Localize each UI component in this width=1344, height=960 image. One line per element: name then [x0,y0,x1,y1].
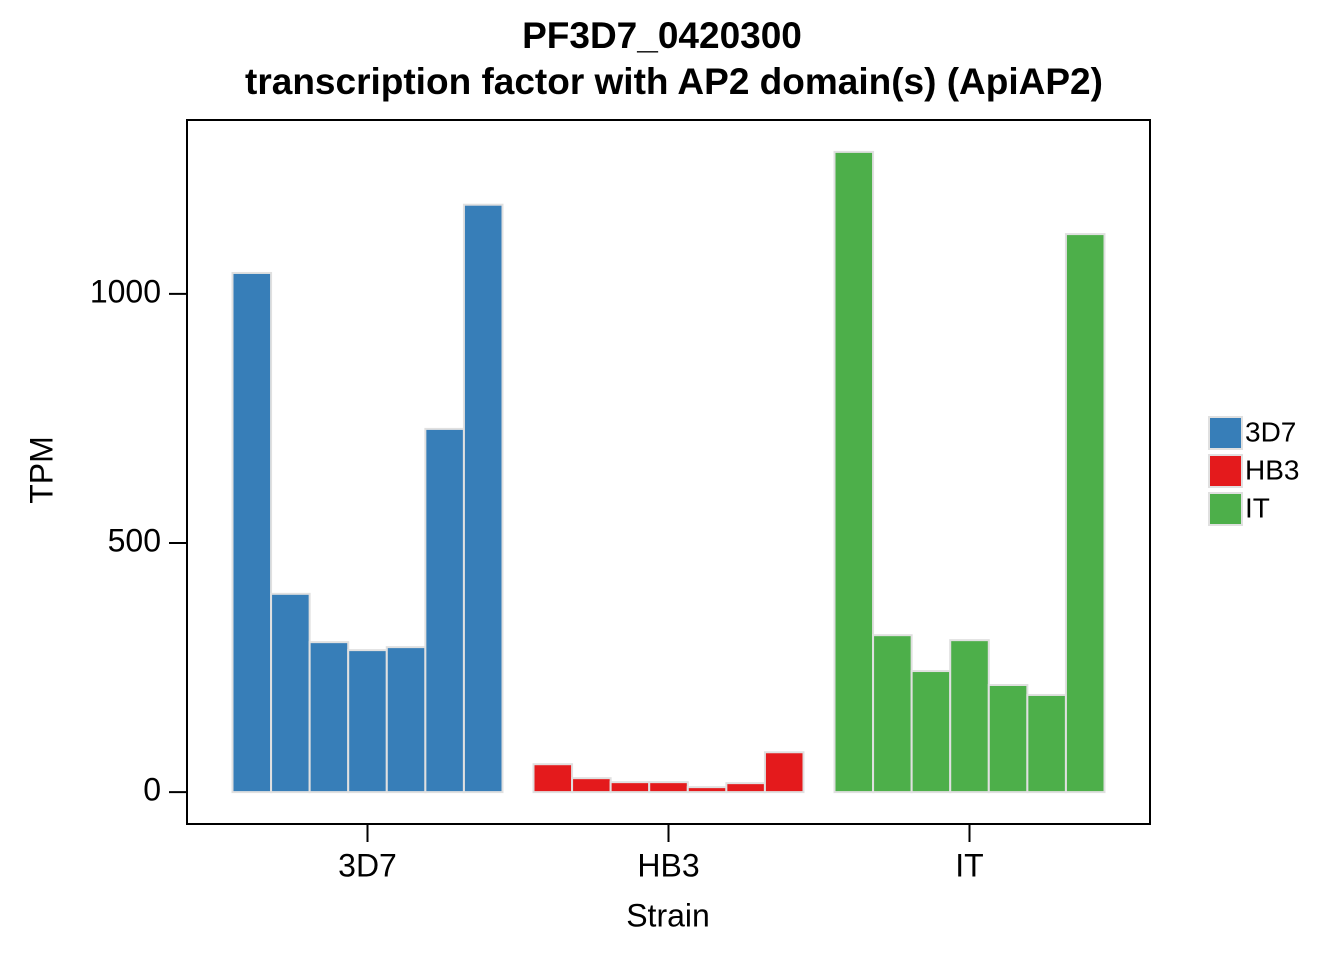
bar [725,782,766,794]
bar [763,751,805,794]
y-tick-label: 1000 [90,273,161,309]
y-tick-label: 500 [108,522,161,558]
y-axis-label: TPM [23,436,59,504]
bar [347,649,388,794]
chart-subtitle: transcription factor with AP2 domain(s) … [245,61,1103,102]
y-tick-label: 0 [143,772,161,808]
bar [270,592,311,794]
legend-label: HB3 [1245,454,1299,485]
legend-swatch [1208,416,1243,450]
bar [308,641,350,794]
x-axis-label: Strain [626,897,710,933]
legend-label: 3D7 [1245,416,1296,447]
legend-swatch [1208,492,1243,526]
bar [648,781,689,794]
x-tick-label: IT [955,847,983,883]
bar [872,634,913,794]
x-tick-label: HB3 [637,847,699,883]
bar [462,203,504,794]
bar [609,781,651,794]
bar [571,777,612,794]
chart-title: PF3D7_0420300 [522,15,802,56]
bar [987,683,1029,794]
bar [949,639,990,794]
bar [833,150,875,794]
bar [910,670,952,794]
bar [231,271,273,794]
bar [686,786,728,794]
bar [385,646,427,794]
bar [532,763,574,794]
bar [1026,693,1067,794]
bar [424,427,465,794]
legend-label: IT [1245,492,1270,523]
bar [1064,233,1106,794]
x-tick-label: 3D7 [338,847,397,883]
legend-swatch [1208,454,1243,488]
